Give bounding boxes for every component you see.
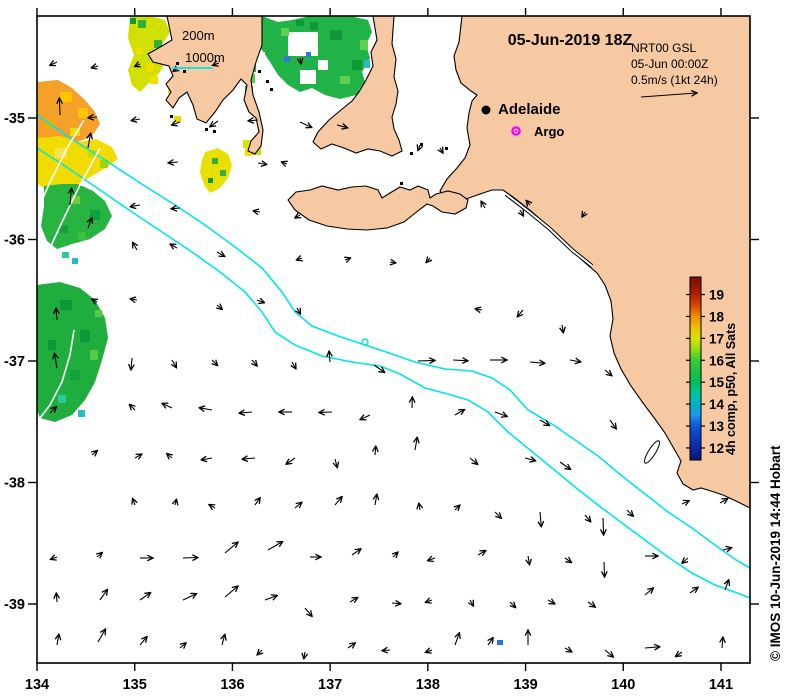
colorbar-tick-label: 15: [709, 375, 725, 390]
contour-1000m: [36, 147, 751, 599]
colorbar-label: 4h comp, p50, All Sats: [724, 322, 738, 455]
colorbar-tick-label: 14: [709, 397, 725, 412]
adelaide-marker: [481, 105, 491, 115]
eyre-peninsula: [147, 15, 264, 155]
argo-marker: [511, 126, 521, 136]
valid-time-label: 05-Jun 00:00Z: [631, 57, 709, 71]
product-label: NRT00 GSL: [631, 41, 697, 55]
yorke-peninsula: [312, 15, 403, 157]
kangaroo-island: [287, 185, 469, 231]
colorbar-tick-label: 13: [709, 419, 725, 434]
scale-reference-arrow: [640, 93, 696, 98]
y-axis-tick-label: -36: [4, 233, 25, 249]
colorbar-tick-label: 18: [709, 309, 725, 324]
x-axis-tick-label: 137: [318, 677, 342, 693]
contour-200m-white: [39, 329, 75, 419]
copyright-text: © IMOS 10-Jun-2019 14:44 Hobart: [768, 445, 783, 661]
x-axis-tick-label: 138: [416, 677, 440, 693]
axes: 134 135 136 137 138 139 140 141 -35 -36 -37 -38 -39: [4, 8, 759, 693]
map-title: 05-Jun-2019 18Z: [507, 32, 633, 49]
coastal-lake: [643, 440, 661, 464]
colorbar: 19 18 17 16 15 14 13 12: [686, 276, 725, 461]
contour-200m-white: [49, 147, 101, 249]
y-axis-tick-label: -39: [4, 597, 25, 613]
colorbar-tick-label: 16: [709, 353, 725, 368]
colorbar-tick-label: 12: [709, 441, 724, 456]
contour-200m: [36, 114, 751, 569]
y-axis-tick-label: -35: [4, 111, 25, 127]
coorong-lagoon: [505, 193, 593, 267]
adelaide-label: Adelaide: [498, 101, 561, 118]
colorbar-tick-label: 17: [709, 331, 724, 346]
sst-left-green-lower: [37, 282, 108, 422]
y-axis-tick-label: -38: [4, 476, 25, 492]
contour-200m-white: [39, 119, 85, 206]
argo-label: Argo: [534, 124, 565, 139]
colorbar-tick-label: 19: [709, 288, 724, 303]
x-axis-tick-label: 141: [709, 677, 733, 693]
contour-legend-1000m: 1000m: [185, 50, 225, 65]
x-axis-tick-label: 135: [123, 677, 147, 693]
x-axis-tick-label: 136: [220, 677, 244, 693]
bathymetry-contours: [36, 114, 751, 599]
vector-scale-label: 0.5m/s (1kt 24h): [631, 73, 718, 87]
y-axis-tick-label: -37: [4, 354, 25, 370]
x-axis-tick-label: 140: [611, 677, 635, 693]
x-axis-tick-label: 139: [513, 677, 537, 693]
current-vector-arrows: [50, 58, 731, 658]
land-polygons: [147, 15, 751, 509]
contour-legend-200m: 200m: [182, 28, 215, 43]
sst-left-green-upper: [41, 184, 112, 249]
x-axis-tick-label: 134: [25, 677, 49, 693]
